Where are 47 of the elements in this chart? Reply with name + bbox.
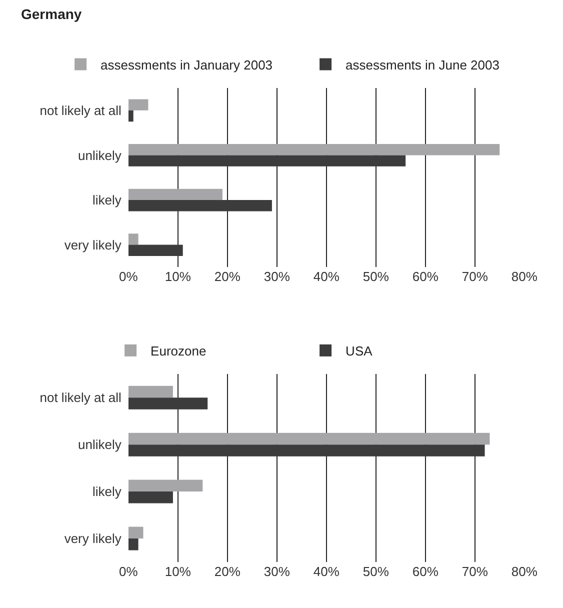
x-tick-label: 50%	[362, 269, 390, 284]
x-tick-label: 20%	[214, 269, 241, 284]
bar	[128, 188, 222, 200]
bar	[128, 398, 208, 410]
y-tick-label: very likely	[64, 531, 122, 546]
legend-label: USA	[346, 343, 373, 358]
y-tick-label: unlikely	[78, 148, 122, 163]
bar	[128, 99, 148, 110]
x-tick-label: 70%	[462, 269, 488, 284]
y-tick-label: not likely at all	[40, 102, 122, 118]
y-tick-label: likely	[92, 484, 122, 500]
x-tick-label: 60%	[412, 269, 439, 284]
x-tick-label: 80%	[511, 269, 538, 284]
x-tick-label: 30%	[264, 269, 290, 284]
x-tick-label: 10%	[164, 564, 192, 579]
legend-label: assessments in June 2003	[346, 57, 500, 72]
y-tick-label: likely	[92, 192, 122, 208]
legend-label: assessments in January 2003	[100, 57, 273, 72]
x-tick-label: 0%	[119, 564, 138, 579]
x-tick-label: 20%	[214, 564, 241, 579]
bar	[128, 234, 138, 245]
bar	[128, 444, 485, 456]
y-tick-label: unlikely	[78, 437, 122, 452]
bar	[128, 492, 173, 504]
y-tick-label: not likely at all	[40, 390, 122, 406]
x-tick-label: 40%	[313, 269, 340, 284]
bar	[128, 480, 203, 492]
y-tick-label: very likely	[64, 237, 122, 252]
x-tick-label: 70%	[462, 564, 488, 579]
bar	[128, 432, 490, 445]
x-tick-label: 0%	[119, 269, 138, 284]
x-tick-label: 80%	[511, 564, 538, 579]
x-tick-label: 40%	[313, 564, 340, 579]
bar	[128, 386, 173, 398]
x-tick-label: 30%	[264, 564, 290, 579]
bar	[128, 200, 272, 212]
x-tick-label: 60%	[412, 564, 439, 579]
bar	[128, 155, 406, 166]
legend-label: Eurozone	[150, 343, 206, 358]
bar	[128, 144, 500, 156]
bar	[128, 110, 134, 122]
x-tick-label: 50%	[362, 564, 390, 579]
x-tick-label: 10%	[164, 269, 192, 284]
bar	[128, 538, 138, 550]
bar	[128, 244, 183, 256]
bar	[128, 526, 144, 539]
chart-title: Germany	[21, 6, 82, 22]
